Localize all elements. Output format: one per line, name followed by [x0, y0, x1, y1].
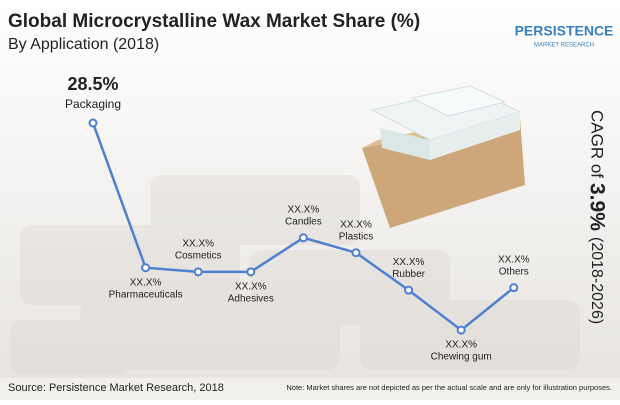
background-blocks	[10, 175, 580, 375]
category-label: Packaging	[65, 97, 121, 111]
marker	[351, 248, 361, 258]
value-label: XX.X%	[340, 219, 372, 230]
marker	[456, 325, 466, 335]
marker	[404, 285, 414, 295]
chart-subtitle: By Application (2018)	[8, 36, 159, 53]
marker	[193, 267, 203, 277]
category-label: Candles	[285, 216, 322, 227]
value-label: XX.X%	[288, 204, 320, 215]
category-label: Plastics	[339, 231, 373, 242]
category-label: Rubber	[392, 269, 425, 280]
value-label: XX.X%	[498, 254, 530, 265]
marker	[246, 267, 256, 277]
source: Source: Persistence Market Research, 201…	[8, 382, 224, 394]
category-label: Adhesives	[228, 293, 274, 304]
marker	[141, 263, 151, 273]
cagr-period: (2018-2026)	[588, 237, 605, 324]
note: Note: Market shares are not depicted as …	[286, 383, 612, 392]
cagr-value: 3.9%	[585, 183, 608, 231]
marker	[298, 233, 308, 243]
category-label: Pharmaceuticals	[109, 289, 183, 300]
marker	[509, 283, 519, 293]
wax-blocks	[362, 85, 525, 228]
cagr-callout: CAGR of 3.9% (2018-2026)	[585, 110, 608, 324]
cagr-prefix: CAGR of	[588, 110, 607, 178]
value-label: XX.X%	[235, 281, 267, 292]
marker	[88, 118, 98, 128]
value-label: XX.X%	[445, 340, 477, 351]
logo-tagline: MARKET RESEARCH	[534, 43, 594, 49]
footer-band	[0, 378, 620, 400]
value-label: 28.5%	[67, 74, 118, 94]
category-label: Cosmetics	[175, 250, 222, 261]
category-label: Others	[499, 266, 529, 277]
value-label: XX.X%	[130, 277, 162, 288]
logo-name: PERSISTENCE	[515, 23, 614, 39]
value-label: XX.X%	[182, 238, 214, 249]
value-label: XX.X%	[393, 257, 425, 268]
chart-title: Global Microcrystalline Wax Market Share…	[8, 11, 420, 32]
category-label: Chewing gum	[431, 352, 492, 363]
